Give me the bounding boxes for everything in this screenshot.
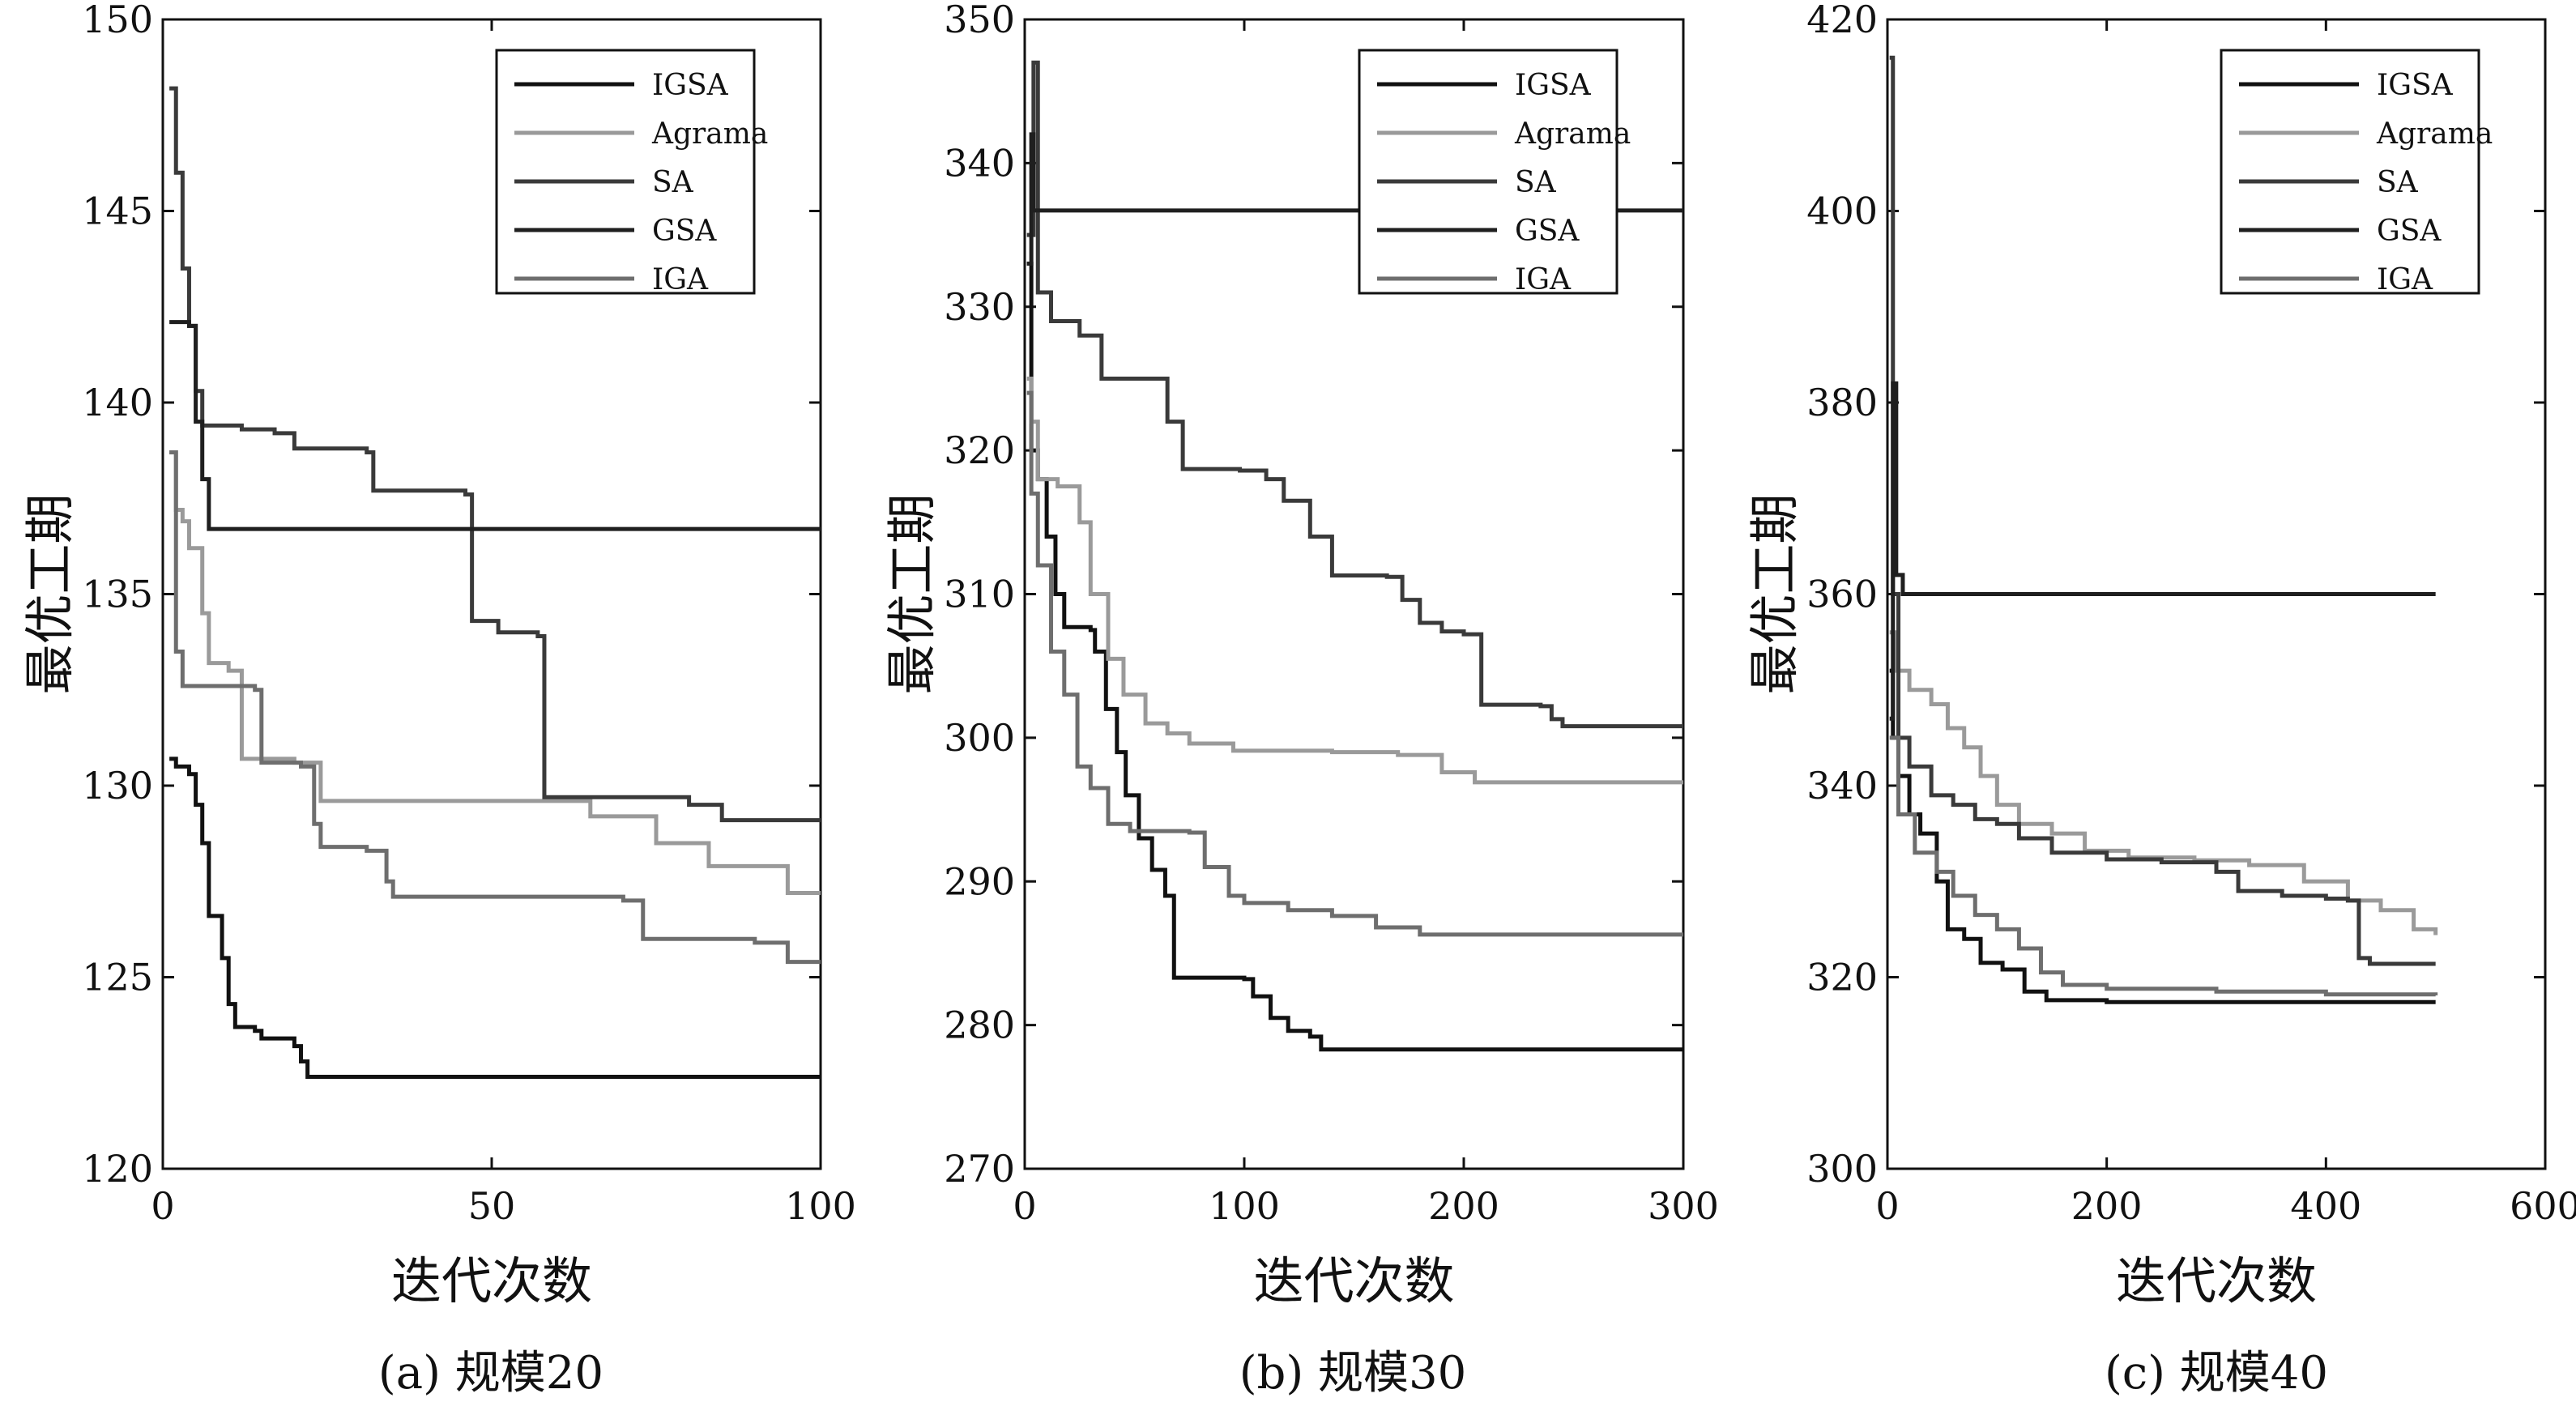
y-axis-label: 最优工期 xyxy=(20,493,79,694)
series-line-iga xyxy=(169,450,821,965)
legend: IGSA Agrama SA GSA IGA xyxy=(2220,49,2493,296)
legend-label-iga: IGA xyxy=(2377,263,2433,296)
chart-panel-b: 0 100 200 300 270 280 290 300 310 320 330 340 350 IGS… xyxy=(882,0,1719,1400)
legend-label-sa: SA xyxy=(652,166,694,199)
legend: IGSA Agrama SA GSA IGA xyxy=(495,49,768,296)
legend-label-agrama: Agrama xyxy=(651,117,768,151)
x-tick-label: 100 xyxy=(1209,1184,1280,1228)
y-tick-label: 420 xyxy=(1806,0,1878,41)
y-tick-label: 125 xyxy=(82,956,153,999)
series-line-agrama xyxy=(169,450,821,895)
legend-label-sa: SA xyxy=(2377,166,2419,199)
legend-label-igsa: IGSA xyxy=(1515,69,1592,102)
series-line-igsa xyxy=(1889,668,2436,1004)
y-tick-label: 380 xyxy=(1806,381,1878,424)
series-line-sa xyxy=(169,86,821,823)
y-axis-label: 最优工期 xyxy=(1745,493,1804,694)
legend-label-igsa: IGSA xyxy=(652,69,729,102)
panel-caption-b: (b) 规模30 xyxy=(1239,1347,1467,1400)
x-axis-label: 迭代次数 xyxy=(391,1251,592,1310)
panel-caption-c: (c) 规模40 xyxy=(2105,1347,2328,1400)
legend-label-gsa: GSA xyxy=(2377,215,2442,248)
y-tick-label: 360 xyxy=(1806,573,1878,616)
y-axis-label: 最优工期 xyxy=(882,493,941,694)
legend-label-gsa: GSA xyxy=(1515,215,1580,248)
y-tick-label: 140 xyxy=(82,381,153,424)
legend-box xyxy=(495,49,756,295)
x-tick-label: 300 xyxy=(1648,1184,1719,1228)
y-tick-label: 120 xyxy=(82,1147,153,1191)
y-tick-label: 350 xyxy=(944,0,1015,41)
legend-box xyxy=(2220,49,2480,295)
series-line-gsa xyxy=(1026,132,1683,266)
y-tick-label: 145 xyxy=(82,190,153,233)
legend-label-igsa: IGSA xyxy=(2377,69,2454,102)
legend-label-iga: IGA xyxy=(1515,263,1572,296)
series-line-agrama xyxy=(1026,376,1683,785)
y-tick-label: 320 xyxy=(1806,956,1878,999)
x-tick-label: 200 xyxy=(1428,1184,1499,1228)
y-tick-label: 300 xyxy=(1806,1147,1878,1191)
series-line-igsa xyxy=(1026,262,1683,1052)
chart-panel-a: 0 50 100 120 125 130 135 140 145 150 IGSA Agrama SA G… xyxy=(20,0,856,1400)
chart-panel-c: 0 200 400 600 300 320 340 360 380 400 420 IGSA Agram… xyxy=(1745,0,2576,1400)
y-tick-label: 270 xyxy=(944,1147,1015,1191)
series-line-iga xyxy=(1889,735,2438,997)
y-tick-label: 340 xyxy=(1806,764,1878,808)
y-tick-label: 130 xyxy=(82,764,153,808)
series-line-igsa xyxy=(169,756,821,1079)
x-tick-label: 50 xyxy=(468,1184,516,1228)
x-axis-label: 迭代次数 xyxy=(2116,1251,2317,1310)
legend-label-agrama: Agrama xyxy=(2376,117,2493,151)
x-tick-label: 200 xyxy=(2071,1184,2143,1228)
legend-label-agrama: Agrama xyxy=(1514,117,1631,151)
series-line-agrama xyxy=(1889,630,2438,935)
x-tick-label: 600 xyxy=(2510,1184,2576,1228)
y-tick-label: 300 xyxy=(944,716,1015,760)
y-tick-label: 330 xyxy=(944,285,1015,329)
legend-label-iga: IGA xyxy=(652,263,709,296)
x-axis-label: 迭代次数 xyxy=(1253,1251,1454,1310)
series-line-sa xyxy=(1889,55,2436,966)
x-tick-label: 0 xyxy=(1013,1184,1036,1228)
x-tick-label: 400 xyxy=(2290,1184,2361,1228)
series-line-sa xyxy=(1026,60,1683,729)
series-line-iga xyxy=(1026,390,1683,937)
series-line-gsa xyxy=(1889,381,2436,721)
x-tick-label: 0 xyxy=(151,1184,174,1228)
y-tick-label: 400 xyxy=(1806,190,1878,233)
y-tick-label: 290 xyxy=(944,859,1015,903)
legend: IGSA Agrama SA GSA IGA xyxy=(1358,49,1631,296)
series-line-gsa xyxy=(169,320,821,531)
y-tick-label: 310 xyxy=(944,573,1015,616)
legend-label-sa: SA xyxy=(1515,166,1557,199)
panel-caption-a: (a) 规模20 xyxy=(378,1347,603,1400)
x-tick-label: 0 xyxy=(1875,1184,1899,1228)
y-tick-label: 135 xyxy=(82,573,153,616)
legend-label-gsa: GSA xyxy=(652,215,717,248)
y-tick-label: 150 xyxy=(82,0,153,41)
y-tick-label: 340 xyxy=(944,141,1015,185)
x-tick-label: 100 xyxy=(785,1184,856,1228)
legend-box xyxy=(1358,49,1619,295)
y-tick-label: 280 xyxy=(944,1004,1015,1047)
y-tick-label: 320 xyxy=(944,428,1015,472)
